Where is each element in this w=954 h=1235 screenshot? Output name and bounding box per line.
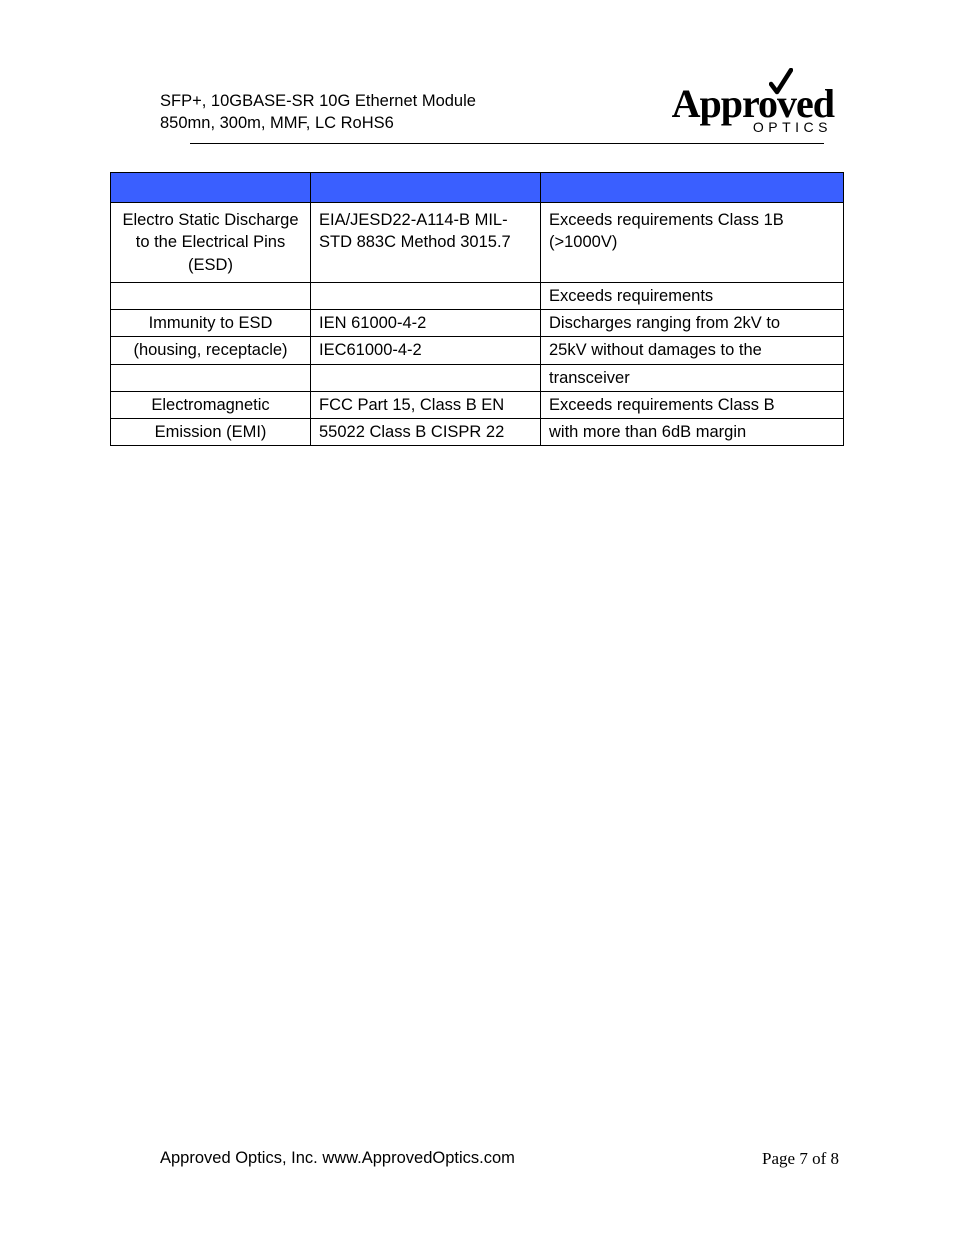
table-cell: 25kV without damages to the (541, 337, 844, 364)
table-cell: Electromagnetic (111, 391, 311, 418)
table-row: Immunity to ESDIEN 61000-4-2Discharges r… (111, 310, 844, 337)
table-cell: IEN 61000-4-2 (311, 310, 541, 337)
table-cell (111, 364, 311, 391)
logo-checkmark-icon (769, 68, 793, 96)
table-cell (311, 364, 541, 391)
table-cell: with more than 6dB margin (541, 419, 844, 446)
table-cell: Exceeds requirements Class 1B (>1000V) (541, 203, 844, 283)
company-logo: Approved OPTICS (672, 80, 844, 135)
table-cell: Discharges ranging from 2kV to (541, 310, 844, 337)
product-title-block: SFP+, 10GBASE-SR 10G Ethernet Module 850… (110, 80, 476, 135)
table-cell (111, 173, 311, 203)
table-row (111, 173, 844, 203)
specifications-table: Electro Static Discharge to the Electric… (110, 172, 844, 446)
table-cell: 55022 Class B CISPR 22 (311, 419, 541, 446)
footer-page-number: Page 7 of 8 (762, 1149, 839, 1169)
page-footer: Approved Optics, Inc. www.ApprovedOptics… (0, 1149, 954, 1169)
table-cell: (housing, receptacle) (111, 337, 311, 364)
table-cell: EIA/JESD22-A114-B MIL-STD 883C Method 30… (311, 203, 541, 283)
logo-main-text: Approved (672, 80, 834, 127)
document-page: SFP+, 10GBASE-SR 10G Ethernet Module 850… (0, 0, 954, 1235)
table-row: (housing, receptacle)IEC61000-4-225kV wi… (111, 337, 844, 364)
table-row: transceiver (111, 364, 844, 391)
footer-company-info: Approved Optics, Inc. www.ApprovedOptics… (160, 1149, 515, 1169)
table-row: Electro Static Discharge to the Electric… (111, 203, 844, 283)
table-cell: FCC Part 15, Class B EN (311, 391, 541, 418)
table-cell: IEC61000-4-2 (311, 337, 541, 364)
table-cell: Electro Static Discharge to the Electric… (111, 203, 311, 283)
table-body: Electro Static Discharge to the Electric… (111, 173, 844, 446)
table-cell (311, 173, 541, 203)
table-row: Emission (EMI)55022 Class B CISPR 22with… (111, 419, 844, 446)
product-title-line1: SFP+, 10GBASE-SR 10G Ethernet Module (160, 90, 476, 112)
table-cell (541, 173, 844, 203)
table-cell (111, 282, 311, 309)
table-row: ElectromagneticFCC Part 15, Class B ENEx… (111, 391, 844, 418)
table-cell: Emission (EMI) (111, 419, 311, 446)
table-cell: Exceeds requirements Class B (541, 391, 844, 418)
page-header: SFP+, 10GBASE-SR 10G Ethernet Module 850… (110, 80, 844, 135)
table-cell (311, 282, 541, 309)
table-row: Exceeds requirements (111, 282, 844, 309)
table-cell: Immunity to ESD (111, 310, 311, 337)
header-divider (190, 143, 824, 144)
table-cell: Exceeds requirements (541, 282, 844, 309)
table-cell: transceiver (541, 364, 844, 391)
product-title-line2: 850mn, 300m, MMF, LC RoHS6 (160, 112, 476, 134)
